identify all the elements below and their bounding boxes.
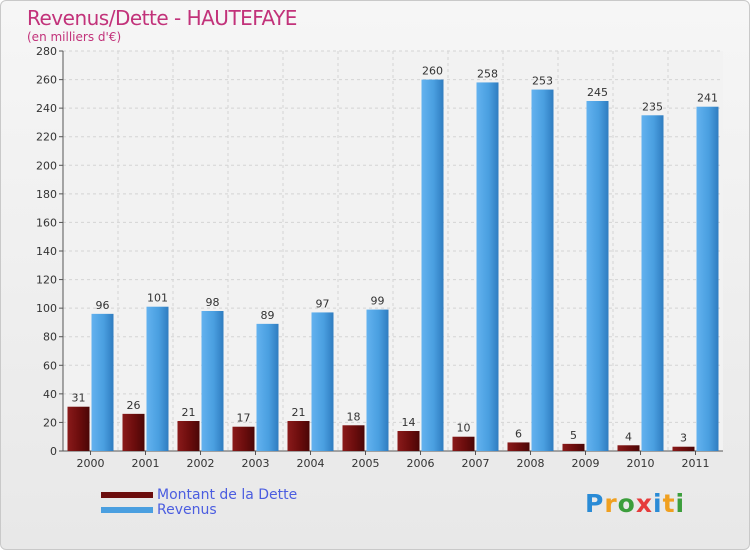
revenus-bar	[146, 306, 169, 451]
revenus-bar	[586, 101, 609, 451]
revenus-bar	[531, 89, 554, 452]
dette-value-label: 17	[237, 412, 251, 425]
y-tick-label: 60	[43, 359, 57, 372]
revenus-bar	[641, 115, 664, 452]
legend-item-revenus: Revenus	[101, 501, 297, 518]
legend-swatch-dette	[101, 491, 153, 498]
revenus-bar	[91, 313, 114, 451]
revenus-value-label: 258	[477, 67, 498, 80]
y-tick-label: 180	[36, 188, 57, 201]
dette-bar	[672, 446, 695, 451]
dette-bar	[342, 425, 365, 451]
x-tick-label: 2008	[517, 457, 545, 470]
dette-bar	[617, 445, 640, 451]
dette-bar	[562, 443, 585, 451]
x-tick-label: 2011	[682, 457, 710, 470]
y-tick-label: 160	[36, 216, 57, 229]
revenus-value-label: 96	[96, 299, 110, 312]
y-tick-label: 200	[36, 159, 57, 172]
proxiti-logo: Proxiti	[585, 489, 686, 518]
x-tick-label: 2003	[242, 457, 270, 470]
revenus-bar	[366, 309, 389, 451]
revenus-bar	[201, 311, 224, 451]
legend-swatch-revenus	[101, 506, 153, 513]
dette-value-label: 5	[570, 429, 577, 442]
y-tick-label: 280	[36, 45, 57, 58]
dette-bar	[232, 426, 255, 451]
x-tick-label: 2006	[407, 457, 435, 470]
dette-value-label: 18	[347, 410, 361, 423]
dette-bar	[287, 421, 310, 451]
revenus-value-label: 260	[422, 65, 443, 78]
dette-value-label: 4	[625, 430, 632, 443]
y-tick-label: 100	[36, 302, 57, 315]
dette-bar	[507, 442, 530, 451]
revenus-value-label: 101	[147, 292, 168, 305]
legend-label-revenus: Revenus	[157, 501, 217, 518]
y-tick-label: 220	[36, 131, 57, 144]
x-tick-label: 2004	[297, 457, 325, 470]
revenus-value-label: 253	[532, 75, 553, 88]
y-tick-label: 80	[43, 331, 57, 344]
revenus-value-label: 99	[371, 295, 385, 308]
dette-value-label: 14	[402, 416, 416, 429]
dette-value-label: 31	[72, 392, 86, 405]
dette-value-label: 3	[680, 432, 687, 445]
x-tick-label: 2002	[187, 457, 215, 470]
y-tick-label: 40	[43, 388, 57, 401]
dette-value-label: 6	[515, 427, 522, 440]
revenus-value-label: 98	[206, 296, 220, 309]
legend-item-dette: Montant de la Dette	[101, 486, 298, 503]
dette-bar	[67, 406, 90, 451]
dette-bar	[177, 421, 200, 451]
revenus-bar	[311, 312, 334, 451]
revenus-value-label: 235	[642, 100, 663, 113]
dette-bar	[452, 436, 475, 451]
x-tick-label: 2005	[352, 457, 380, 470]
dette-bar	[122, 413, 145, 451]
x-tick-label: 2010	[627, 457, 655, 470]
y-tick-label: 120	[36, 274, 57, 287]
chart-title: Revenus/Dette - HAUTEFAYE	[27, 6, 297, 30]
x-tick-label: 2007	[462, 457, 490, 470]
dette-value-label: 21	[182, 406, 196, 419]
revenus-bar	[421, 79, 444, 452]
y-tick-label: 260	[36, 74, 57, 87]
x-tick-label: 2009	[572, 457, 600, 470]
y-tick-label: 0	[50, 445, 57, 458]
dette-value-label: 21	[292, 406, 306, 419]
chart-subtitle: (en milliers d'€)	[27, 30, 122, 44]
revenus-value-label: 89	[261, 309, 275, 322]
revenus-bar	[256, 323, 279, 451]
y-tick-label: 240	[36, 102, 57, 115]
y-tick-label: 20	[43, 416, 57, 429]
x-tick-label: 2000	[77, 457, 105, 470]
chart-legend: Montant de la Dette Revenus	[101, 486, 298, 518]
revenus-bar	[696, 106, 719, 451]
revenus-value-label: 97	[316, 297, 330, 310]
revenus-value-label: 245	[587, 86, 608, 99]
y-tick-label: 140	[36, 245, 57, 258]
revenus-bar	[476, 82, 499, 451]
dette-value-label: 26	[127, 399, 141, 412]
revenus-value-label: 241	[697, 92, 718, 105]
legend-label-dette: Montant de la Dette	[157, 486, 298, 503]
x-tick-label: 2001	[132, 457, 160, 470]
dette-value-label: 10	[457, 422, 471, 435]
dette-bar	[397, 431, 420, 451]
